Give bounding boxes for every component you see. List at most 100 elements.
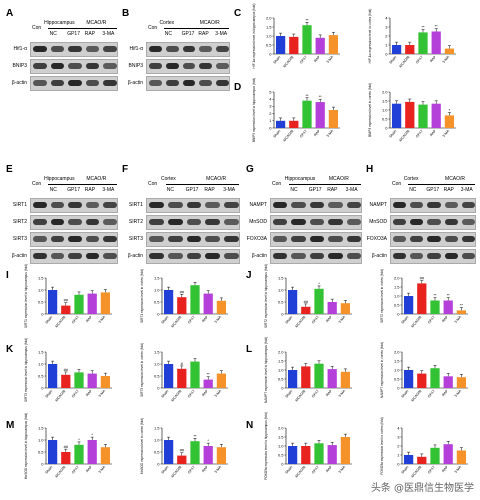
blot-band	[205, 219, 221, 225]
blot-protein-label: SIRT2	[128, 219, 143, 225]
y-tick-label: 0.5	[278, 452, 284, 457]
blot-band	[461, 219, 475, 225]
category-label: GP17	[187, 315, 196, 324]
category-label: MCAO/R	[295, 465, 307, 479]
blot-band	[427, 202, 441, 208]
bar-sham	[403, 296, 414, 314]
category-label: Sham	[160, 315, 169, 325]
category-label: GP17	[427, 389, 436, 398]
blot-row-foxo3a: FOXO3A	[247, 232, 362, 247]
y-tick-label: 0	[397, 461, 400, 466]
blot-band	[165, 63, 179, 69]
y-tick-label: 0.5	[38, 449, 44, 454]
blot-group-line	[165, 184, 240, 185]
blot-band	[273, 236, 288, 242]
blot-band	[85, 219, 100, 225]
significance-mark: ##	[420, 276, 425, 281]
bar-sham	[47, 440, 58, 464]
blot-region-label: Hippocampus	[44, 176, 75, 182]
blot-lane-label: NC	[290, 187, 298, 193]
category-label: RAP	[325, 465, 333, 474]
y-tick-label: 1	[385, 42, 388, 47]
blot-lane-label: NC	[166, 187, 175, 193]
blot-band	[346, 202, 361, 208]
bar-chart-svg: SIRT3 expression level in hippocampus (f…	[24, 338, 112, 402]
blot-lane-label: NC	[164, 31, 173, 37]
blot-band	[427, 236, 441, 242]
y-tick-label: 0.5	[394, 302, 400, 307]
blot-protein-label: BNIP3	[128, 63, 143, 69]
blot-row-bnip3: BNIP3	[129, 59, 230, 74]
bar-3-ma	[100, 292, 111, 314]
bar-mcao-r	[301, 366, 311, 388]
blot-row-actin: β-actin	[128, 76, 230, 91]
category-label: Sham	[44, 465, 53, 475]
bar-mcao-r	[289, 36, 299, 54]
blot-region-label: Cortex	[159, 20, 175, 26]
y-tick-label: 1.0	[266, 33, 272, 38]
blot-band	[224, 202, 239, 208]
category-label: GP17	[71, 465, 80, 474]
blot-protein-label: MnSOD	[369, 219, 387, 225]
blot-band	[199, 80, 213, 86]
blot-band	[461, 253, 475, 259]
bar-gp17	[190, 441, 200, 464]
blot-band	[167, 236, 183, 242]
panel-label-f: F	[122, 164, 129, 175]
blot-row-sirt2: SIRT2	[13, 215, 118, 230]
blot-lane-label: RAP	[84, 187, 96, 193]
y-tick-label: 1.0	[154, 437, 160, 442]
chart-l-hippocampus: NAMPT expression level in hippocampus (f…	[262, 337, 358, 408]
bar-mcao-r	[61, 305, 71, 314]
blot-row-sirt3: SIRT3	[129, 232, 240, 247]
chart-l-cortex: NAMPT expression level in cortex (fold) 0…	[378, 342, 474, 408]
blot-band	[328, 219, 343, 225]
blot-row-hif1: Hif1-α	[14, 42, 118, 57]
y-tick-label: 5	[269, 89, 272, 94]
y-tick-label: 0	[41, 461, 44, 466]
category-label: MCAO/R	[171, 465, 183, 479]
blot-band	[68, 63, 82, 69]
blot-band	[410, 236, 424, 242]
y-tick-label: 2.0	[278, 425, 284, 430]
y-tick-label: 0.5	[154, 449, 160, 454]
blot-band	[291, 202, 306, 208]
bar-3-ma	[328, 35, 339, 54]
significance-mark: **	[435, 24, 439, 29]
bar-rap	[327, 302, 337, 314]
blot-band	[68, 46, 82, 52]
category-label: Sham	[272, 129, 281, 139]
blot-band	[50, 80, 65, 86]
y-tick-label: 0	[157, 461, 160, 466]
blot-band	[103, 63, 117, 69]
significance-mark: **	[447, 293, 451, 298]
blot-band	[410, 253, 424, 259]
y-tick-label: 0.5	[38, 299, 44, 304]
bar-mcao-r	[289, 120, 299, 128]
blot-protein-label: SIRT3	[12, 236, 27, 242]
blot-band	[149, 253, 164, 259]
blot-lane-label: RAP	[84, 31, 96, 37]
blot-lane-label: GP17	[185, 187, 199, 193]
chart-i-hippocampus: SIRT1 expression level in hippocampus (f…	[22, 264, 118, 334]
y-axis-label: FOXO3a expression level in hippocampus (…	[264, 412, 268, 480]
bar-3-ma	[216, 300, 227, 314]
blot-band	[165, 80, 179, 86]
blot-band	[165, 46, 179, 52]
category-label: GP17	[311, 389, 320, 398]
significance-mark: **	[319, 94, 323, 99]
bar-sham	[287, 290, 298, 314]
bar-3-ma	[100, 447, 111, 464]
bar-chart-svg: FOXO3a expression level in cortex (fold)…	[380, 417, 468, 479]
blot-lane-label: RAP	[327, 187, 338, 193]
y-tick-label: 1.0	[154, 287, 160, 292]
bar-chart-svg: NAMPT expression level in cortex (fold) 0…	[380, 342, 468, 402]
blot-panel-e: Hippocampus MCAO/R Con NC GP17 RAP 3-MA SIRT1 SI…	[6, 176, 118, 266]
bar-mcao-r	[177, 297, 187, 314]
y-tick-label: 0	[41, 385, 44, 390]
y-tick-label: 1.0	[38, 437, 44, 442]
category-label: Sham	[284, 465, 293, 475]
category-label: 3-MA	[214, 465, 223, 474]
category-label: MCAO/R	[411, 465, 423, 479]
y-tick-label: 1	[269, 118, 272, 123]
